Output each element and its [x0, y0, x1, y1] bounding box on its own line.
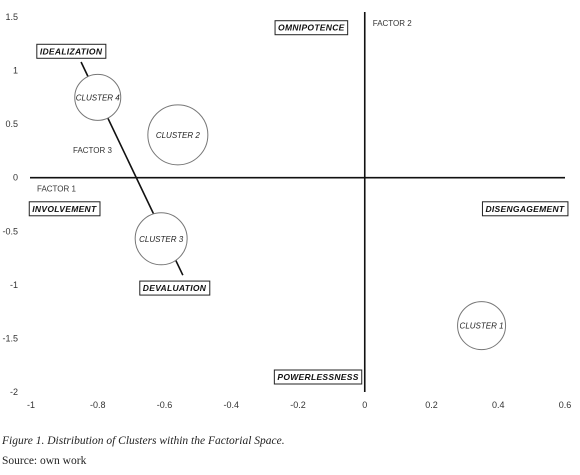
pole-label-text: OMNIPOTENCE — [278, 23, 345, 33]
pole-label-text: DISENGAGEMENT — [485, 204, 564, 214]
factorial-space-chart: 1.5 1 0.5 0 -0.5 -1 -1.5 -2 -1 -0.8 -0.6 -0.4 -0.2 0… — [2, 12, 571, 410]
factor-1-label: FACTOR 1 — [37, 185, 77, 194]
pole-label-border — [274, 20, 349, 36]
cluster-label: CLUSTER 2 — [156, 131, 201, 140]
y-tick-label: 1.5 — [5, 12, 18, 22]
pole-label-border — [36, 43, 107, 59]
pole-label-box: POWERLESSNESS — [273, 369, 363, 385]
y-axis-ticks: 1.5 1 0.5 0 -0.5 -1 -1.5 -2 — [2, 12, 18, 397]
cluster-circle — [457, 301, 507, 351]
pole-label-text: IDEALIZATION — [40, 46, 103, 56]
x-tick-label: 0.4 — [492, 400, 505, 410]
y-tick-label: -2 — [10, 387, 18, 397]
figure-source: Source: own work — [2, 455, 87, 467]
y-tick-label: 0.5 — [5, 119, 18, 129]
x-tick-label: -0.6 — [157, 400, 173, 410]
pole-label-box: INVOLVEMENT — [28, 201, 101, 217]
x-tick-label: -1 — [27, 400, 35, 410]
x-tick-label: -0.4 — [223, 400, 239, 410]
x-tick-label: 0.6 — [559, 400, 572, 410]
cluster-circle — [147, 104, 209, 166]
x-tick-label: -0.2 — [290, 400, 306, 410]
factor-2-label: FACTOR 2 — [373, 19, 413, 28]
figure-caption: Figure 1. Distribution of Clusters withi… — [2, 435, 285, 447]
pole-label-box: IDEALIZATION — [36, 43, 107, 59]
y-tick-label: -1.5 — [2, 333, 18, 343]
pole-label-text: DEVALUATION — [143, 283, 207, 293]
x-tick-label: 0 — [362, 400, 367, 410]
pole-label-border — [28, 201, 101, 217]
factor-3-label: FACTOR 3 — [73, 146, 113, 155]
pole-label-border — [481, 201, 569, 217]
pole-label-border — [273, 369, 363, 385]
x-tick-label: 0.2 — [425, 400, 438, 410]
pole-labels: OMNIPOTENCE IDEALIZATION INVOLVEMENT DISENG… — [28, 20, 569, 385]
pole-label-text: INVOLVEMENT — [32, 204, 97, 214]
pole-label-box: OMNIPOTENCE — [274, 20, 349, 36]
cluster-label: CLUSTER 1 — [460, 322, 504, 331]
x-tick-label: -0.8 — [90, 400, 106, 410]
y-tick-label: 1 — [13, 66, 18, 76]
pole-label-border — [139, 280, 211, 296]
y-tick-label: -0.5 — [2, 226, 18, 236]
cluster-circle — [74, 73, 122, 121]
pole-label-text: POWERLESSNESS — [277, 372, 358, 382]
cluster-label: CLUSTER 4 — [76, 93, 121, 102]
cluster-label: CLUSTER 3 — [139, 235, 184, 244]
y-tick-label: 0 — [13, 173, 18, 183]
y-tick-label: -1 — [10, 280, 18, 290]
pole-label-box: DISENGAGEMENT — [481, 201, 569, 217]
cluster-circle — [134, 212, 188, 266]
clusters: CLUSTER 4 CLUSTER 2 CLUSTER 3 CLUSTER 1 — [74, 73, 507, 351]
x-axis-ticks: -1 -0.8 -0.6 -0.4 -0.2 0 0.2 0.4 0.6 — [27, 400, 571, 410]
pole-label-box: DEVALUATION — [139, 280, 211, 296]
